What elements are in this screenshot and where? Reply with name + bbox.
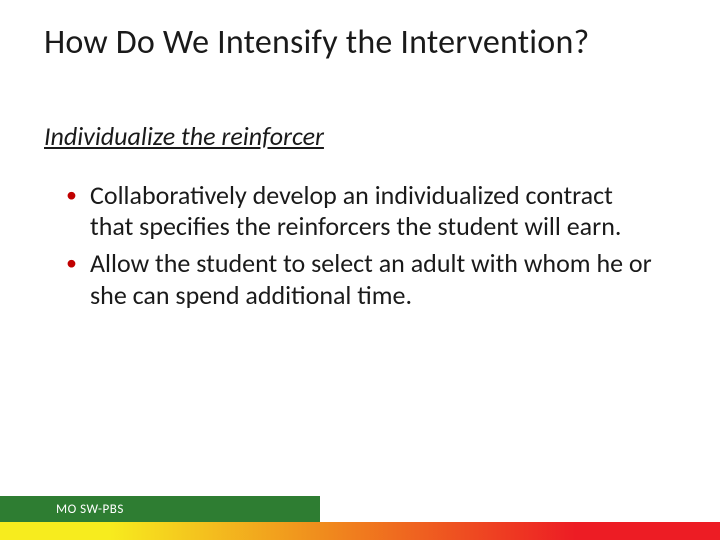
bullet-item: Collaboratively develop an individualize… bbox=[66, 180, 660, 242]
slide-title: How Do We Intensify the Intervention? bbox=[44, 22, 690, 63]
bullet-list: Collaboratively develop an individualize… bbox=[66, 180, 660, 317]
footer-gradient-bar bbox=[0, 522, 720, 540]
slide: How Do We Intensify the Intervention? In… bbox=[0, 0, 720, 540]
footer-label: MO SW-PBS bbox=[56, 502, 124, 517]
footer-green-bar: MO SW-PBS bbox=[0, 496, 320, 522]
slide-footer: MO SW-PBS bbox=[0, 490, 720, 540]
slide-subtitle: Individualize the reinforcer bbox=[44, 120, 324, 152]
bullet-item: Allow the student to select an adult wit… bbox=[66, 248, 660, 310]
